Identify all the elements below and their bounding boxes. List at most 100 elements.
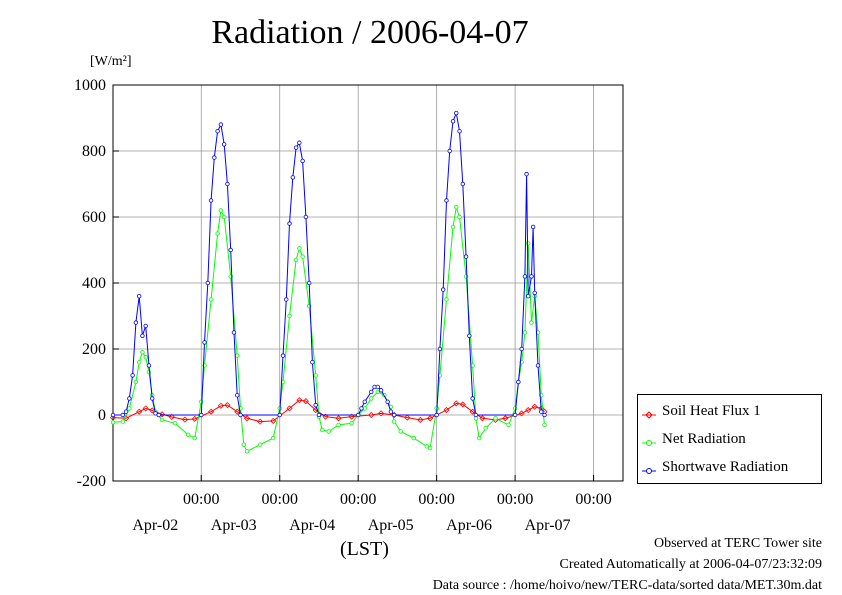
data-point xyxy=(136,360,142,365)
data-point xyxy=(476,435,482,441)
data-point xyxy=(110,412,116,418)
y-axis: -200 0 200 400 600 800 1000 xyxy=(74,77,119,490)
data-point xyxy=(221,142,227,147)
data-point xyxy=(398,429,403,434)
data-point xyxy=(454,110,459,116)
data-point xyxy=(297,140,302,145)
data-point xyxy=(241,442,246,447)
data-point xyxy=(369,389,374,395)
data-point xyxy=(369,396,374,401)
footer-observed: Observed at TERC Tower site xyxy=(653,536,822,551)
data-point xyxy=(447,148,452,154)
data-series xyxy=(109,110,548,454)
data-point xyxy=(457,214,462,220)
data-point xyxy=(142,405,149,412)
data-point xyxy=(525,406,532,414)
legend-item-soil-heat-flux: Soil Heat Flux 1 xyxy=(638,402,821,422)
y-tick-label: -200 xyxy=(77,473,106,490)
data-point xyxy=(159,417,165,423)
data-point xyxy=(417,416,424,424)
data-point xyxy=(378,388,384,393)
data-point xyxy=(539,409,544,414)
data-point xyxy=(140,333,145,338)
data-point xyxy=(516,379,521,385)
x-tick-label: 00:00 xyxy=(497,491,533,508)
data-point xyxy=(434,412,439,418)
footer-created: Created Automatically at 2006-04-07/23:3… xyxy=(559,557,822,572)
data-point xyxy=(215,128,220,134)
data-point xyxy=(133,379,139,385)
data-point xyxy=(280,353,286,358)
data-point xyxy=(450,224,456,230)
data-point xyxy=(322,413,329,420)
data-point xyxy=(444,297,449,302)
x-tick-label: 00:00 xyxy=(262,491,298,508)
data-point xyxy=(290,175,296,180)
series-shortwave-radiation xyxy=(110,110,547,418)
data-point xyxy=(427,415,434,422)
data-point xyxy=(133,320,139,325)
grid-lines xyxy=(113,84,623,482)
data-point xyxy=(303,214,309,220)
data-point xyxy=(463,254,469,259)
data-point xyxy=(225,181,230,187)
legend-item-shortwave-radiation: Shortwave Radiation xyxy=(638,458,821,478)
x-date-label: Apr-07 xyxy=(525,517,571,534)
data-point xyxy=(143,355,148,360)
data-point xyxy=(243,415,251,422)
data-point xyxy=(127,406,132,411)
data-point xyxy=(235,353,240,358)
data-point xyxy=(287,221,292,226)
data-point xyxy=(257,418,264,425)
x-axis: 00:00Apr-0200:00Apr-0300:00Apr-0400:00Ap… xyxy=(132,475,612,534)
series-line xyxy=(112,399,545,423)
data-point xyxy=(217,402,224,409)
data-point xyxy=(335,415,342,422)
data-point xyxy=(199,412,204,418)
data-point xyxy=(453,400,460,407)
data-point xyxy=(542,422,547,428)
y-tick-label: 800 xyxy=(82,143,106,160)
data-point xyxy=(391,419,397,424)
data-point xyxy=(313,373,318,378)
data-point xyxy=(530,224,536,230)
data-point xyxy=(473,412,479,418)
x-date-label: Apr-06 xyxy=(446,517,492,534)
data-point xyxy=(349,421,354,426)
data-point xyxy=(300,254,305,259)
data-point xyxy=(470,396,475,401)
data-point xyxy=(293,257,299,263)
data-point xyxy=(375,384,381,390)
data-point xyxy=(525,294,531,299)
data-point xyxy=(300,158,305,164)
data-point xyxy=(459,401,466,408)
data-point xyxy=(224,402,231,409)
data-point xyxy=(284,297,289,302)
data-point xyxy=(218,208,224,213)
data-point xyxy=(181,416,188,423)
data-point xyxy=(457,128,462,134)
data-point xyxy=(136,294,142,299)
data-point xyxy=(404,414,411,421)
data-point xyxy=(146,363,152,368)
data-point xyxy=(296,397,303,404)
data-point xyxy=(127,396,132,401)
data-point xyxy=(234,408,241,415)
data-point xyxy=(120,412,126,418)
data-point xyxy=(437,346,443,352)
data-point xyxy=(297,246,302,251)
data-point xyxy=(270,435,276,441)
footer-source: Data source : /home/hoivo/new/TERC-data/… xyxy=(432,578,822,593)
data-point xyxy=(443,406,450,414)
legend: Soil Heat Flux 1 Net Radiation Shortwave… xyxy=(637,394,822,484)
data-point xyxy=(502,415,509,422)
data-point xyxy=(479,415,486,422)
data-point xyxy=(238,412,243,418)
data-point xyxy=(391,412,397,418)
legend-label: Shortwave Radiation xyxy=(662,459,789,475)
data-point xyxy=(411,435,416,441)
data-point xyxy=(212,155,217,160)
legend-label: Net Radiation xyxy=(662,431,746,447)
data-point xyxy=(270,417,277,425)
